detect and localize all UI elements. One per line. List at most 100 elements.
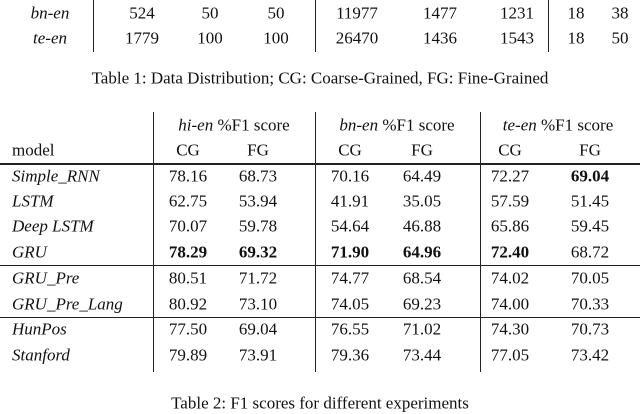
table-cell: 50 (201, 3, 219, 23)
section-rule (0, 317, 640, 318)
score-cell: 65.86 (490, 216, 530, 236)
score-cell: 73.91 (238, 345, 278, 365)
score-cell: 80.92 (168, 294, 208, 314)
metric-label: %F1 score (378, 115, 455, 135)
score-cell: 77.50 (168, 319, 208, 339)
model-name: HunPos (12, 319, 67, 339)
score-cell: 78.29 (168, 242, 208, 262)
table-cell: 524 (129, 3, 155, 23)
column-divider (315, 112, 316, 372)
score-cell: 79.36 (330, 345, 370, 365)
model-name: Deep LSTM (12, 216, 94, 236)
group-header: hi-en %F1 score (178, 117, 289, 134)
column-divider (153, 112, 154, 372)
score-cell: 62.75 (168, 191, 208, 211)
score-cell: 59.45 (570, 216, 610, 236)
header-rule (0, 163, 640, 165)
score-cell: 59.78 (238, 216, 278, 236)
language-pair: bn-en (339, 115, 379, 135)
score-cell: 70.33 (570, 294, 610, 314)
score-cell: 74.05 (330, 294, 370, 314)
score-cell: 79.89 (168, 345, 208, 365)
score-cell: 73.10 (238, 294, 278, 314)
score-cell: 69.32 (238, 242, 278, 262)
score-cell: 73.44 (402, 345, 442, 365)
score-cell: 70.05 (570, 268, 610, 288)
table-cell: 1543 (500, 28, 534, 48)
score-cell: 71.90 (330, 242, 370, 262)
score-cell: 74.77 (330, 268, 370, 288)
score-cell: 64.49 (402, 166, 442, 186)
score-cell: 57.59 (490, 191, 530, 211)
score-cell: 41.91 (330, 191, 370, 211)
column-divider (548, 0, 549, 52)
table-cell: 1231 (500, 3, 534, 23)
metric-label: %F1 score (536, 115, 614, 135)
score-cell: 78.16 (168, 166, 208, 186)
model-name: GRU (12, 242, 47, 262)
table-cell: 1477 (423, 3, 457, 23)
table2-caption: Table 2: F1 scores for different experim… (171, 393, 469, 413)
language-pair: hi-en (178, 115, 214, 135)
row-label: bn-en (30, 3, 70, 23)
sub-header: FG (579, 140, 601, 160)
model-name: LSTM (12, 191, 54, 211)
score-cell: 69.04 (570, 166, 610, 186)
table-cell: 50 (611, 28, 629, 48)
table-cell: 38 (611, 3, 629, 23)
column-divider (315, 0, 316, 52)
sub-header: FG (247, 140, 269, 160)
score-cell: 69.04 (238, 319, 278, 339)
score-cell: 46.88 (402, 216, 442, 236)
section-rule (0, 265, 640, 266)
score-cell: 68.72 (570, 242, 610, 262)
table-cell: 1779 (125, 28, 159, 48)
table-cell: 1436 (423, 28, 457, 48)
sub-header: FG (411, 140, 433, 160)
score-cell: 70.16 (330, 166, 370, 186)
row-label: te-en (33, 28, 67, 48)
table-cell: 100 (197, 28, 223, 48)
column-divider (480, 112, 481, 372)
table1-caption: Table 1: Data Distribution; CG: Coarse-G… (91, 68, 549, 88)
score-cell: 71.72 (238, 268, 278, 288)
score-cell: 74.02 (490, 268, 530, 288)
table-cell: 26470 (335, 28, 379, 48)
model-header: model (12, 140, 55, 160)
score-cell: 51.45 (570, 191, 610, 211)
score-cell: 74.00 (490, 294, 530, 314)
score-cell: 54.64 (330, 216, 370, 236)
score-cell: 77.05 (490, 345, 530, 365)
table-cell: 18 (567, 3, 585, 23)
score-cell: 80.51 (168, 268, 208, 288)
language-pair: te-en (502, 115, 537, 135)
metric-label: %F1 score (213, 115, 290, 135)
score-cell: 69.23 (402, 294, 442, 314)
score-cell: 73.42 (570, 345, 610, 365)
sub-header: CG (338, 140, 362, 160)
model-name: GRU_Pre_Lang (12, 294, 123, 314)
group-header: bn-en %F1 score (339, 117, 454, 134)
score-cell: 70.07 (168, 216, 208, 236)
score-cell: 53.94 (238, 191, 278, 211)
score-cell: 68.73 (238, 166, 278, 186)
score-cell: 71.02 (402, 319, 442, 339)
score-cell: 70.73 (570, 319, 610, 339)
score-cell: 76.55 (330, 319, 370, 339)
score-cell: 64.96 (402, 242, 442, 262)
table-cell: 100 (263, 28, 289, 48)
table-cell: 50 (267, 3, 285, 23)
column-divider (93, 0, 94, 52)
sub-header: CG (498, 140, 522, 160)
model-name: Simple_RNN (12, 166, 100, 186)
table-cell: 11977 (336, 3, 378, 23)
model-name: GRU_Pre (12, 268, 80, 288)
group-header: te-en %F1 score (503, 117, 613, 134)
score-cell: 72.40 (490, 242, 530, 262)
score-cell: 72.27 (490, 166, 530, 186)
model-name: Stanford (12, 345, 70, 365)
score-cell: 35.05 (402, 191, 442, 211)
table-cell: 18 (567, 28, 585, 48)
score-cell: 74.30 (490, 319, 530, 339)
sub-header: CG (176, 140, 200, 160)
